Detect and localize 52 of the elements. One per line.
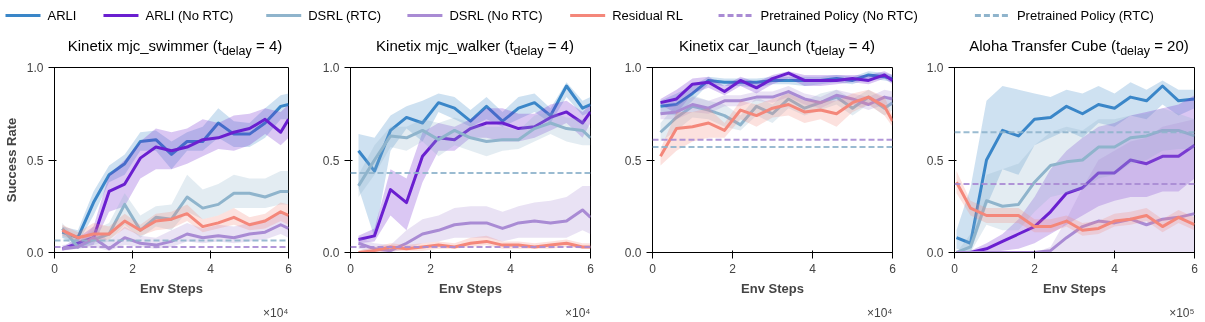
text: ×10⁴ — [866, 305, 893, 320]
text: ×10⁴ — [564, 305, 591, 320]
y-tick-label: 0.5 — [322, 153, 340, 168]
line-series — [955, 180, 1195, 232]
x-tick-label: 4 — [507, 261, 515, 276]
x-tick-label: 0 — [951, 261, 959, 276]
x-tick-label: 4 — [207, 261, 215, 276]
text: ×10⁵ — [1169, 305, 1195, 320]
y-tick-label: 0.5 — [624, 153, 642, 168]
y-tick-label: 0.0 — [26, 246, 44, 260]
chart-title: Aloha Transfer Cube (t$_{delay}$ = 20) — [968, 36, 1190, 60]
x-tick-label: 6 — [1191, 261, 1199, 276]
x-tick-label: 4 — [809, 261, 817, 276]
line-series — [357, 84, 591, 173]
y-tick-label: 1.0 — [926, 61, 944, 75]
x-axis-title: Env Steps — [741, 280, 804, 296]
y-tick-label: 0.0 — [624, 246, 642, 260]
y-tick-label: 0.0 — [926, 246, 944, 260]
legend-label: ARLI — [47, 8, 77, 23]
x-tick-label: 0 — [649, 261, 657, 276]
x-tick-label: 0 — [347, 261, 355, 276]
y-tick-label: 1.0 — [322, 61, 340, 75]
y-tick-label: 0.5 — [926, 153, 944, 168]
x-tick-label: 0 — [51, 261, 59, 276]
legend-label: DSRL (No RTC) — [449, 8, 543, 23]
x-tick-label: 6 — [587, 261, 595, 276]
x-axis-title: Env Steps — [1043, 280, 1106, 296]
legend-label: Pretrained Policy (RTC) — [1016, 8, 1154, 23]
x-tick-label: 6 — [889, 261, 897, 276]
y-tick-label: 0.0 — [322, 246, 340, 260]
chart-title: Kinetix mjc_swimmer (t$_{delay}$ = 4) — [66, 36, 284, 60]
line-series — [659, 95, 893, 158]
x-tick-label: 2 — [1031, 261, 1039, 276]
legend-label: ARLI (No RTC) — [145, 8, 234, 23]
x-tick-label: 6 — [285, 261, 293, 276]
x-tick-label: 4 — [1111, 261, 1119, 276]
chart-title: Kinetix mjc_walker (t$_{delay}$ = 4) — [375, 36, 575, 60]
y-tick-label: 0.5 — [26, 153, 44, 168]
x-axis-title: Env Steps — [439, 280, 502, 296]
x-tick-label: 2 — [729, 261, 737, 276]
x-tick-label: 2 — [129, 261, 137, 276]
y-axis-title: Success Rate — [3, 117, 19, 203]
x-axis-title: Env Steps — [140, 280, 203, 296]
legend-label: DSRL (RTC) — [308, 8, 382, 23]
chart-title: Kinetix car_launch (t$_{delay}$ = 4) — [677, 36, 877, 60]
x-tick-label: 2 — [427, 261, 435, 276]
line-series — [60, 210, 289, 240]
legend-label: Pretrained Policy (No RTC) — [760, 8, 918, 23]
y-tick-label: 1.0 — [26, 61, 44, 75]
legend-label: Residual RL — [612, 8, 683, 23]
y-tick-label: 1.0 — [624, 61, 642, 75]
text: ×10⁴ — [262, 305, 289, 320]
